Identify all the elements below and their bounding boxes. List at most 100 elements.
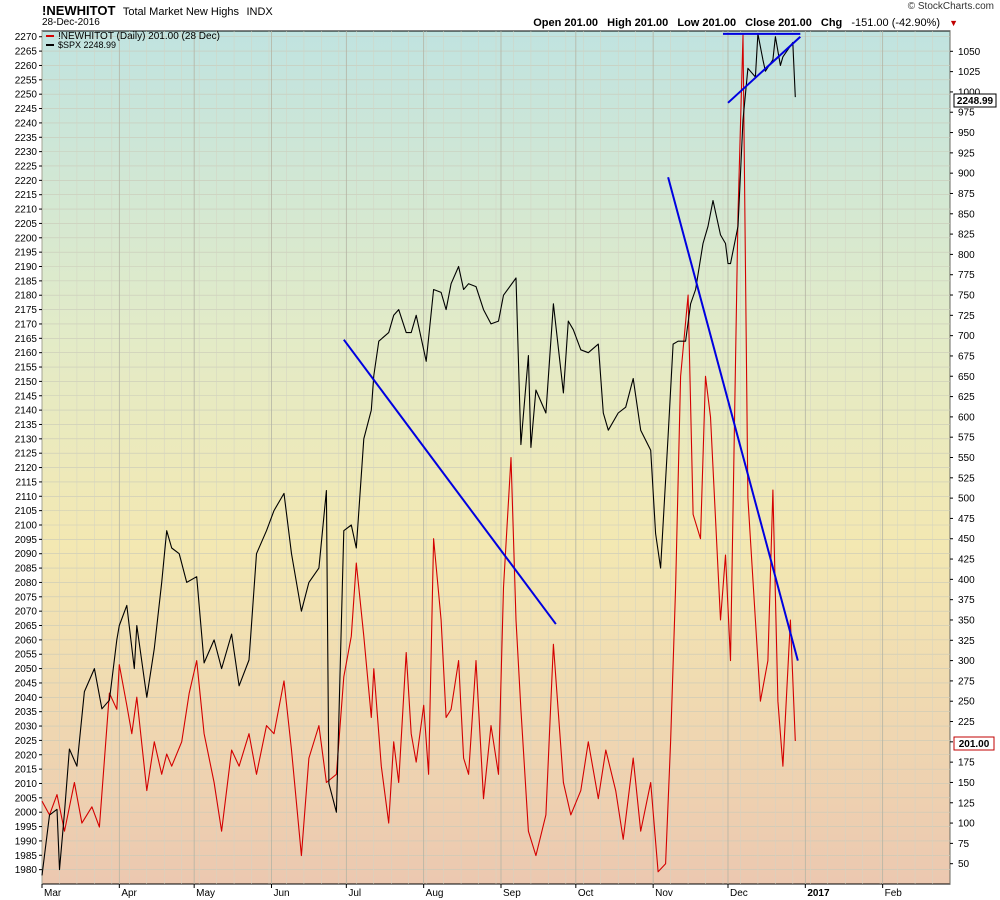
left-tick-label: 1995 — [15, 822, 38, 833]
right-tick-label: 125 — [958, 798, 975, 809]
x-tick-label: Dec — [730, 888, 748, 899]
left-tick-label: 2110 — [15, 492, 37, 503]
date-label: 28-Dec-2016 — [42, 17, 100, 28]
x-tick-label: Aug — [426, 888, 444, 899]
left-tick-label: 2180 — [15, 291, 38, 302]
x-tick-label: Nov — [655, 888, 673, 899]
left-tick-label: 2230 — [15, 147, 38, 158]
left-tick-label: 2200 — [15, 233, 38, 244]
right-tick-label: 875 — [958, 189, 975, 200]
left-tick-label: 2245 — [15, 104, 38, 115]
left-tick-label: 2075 — [15, 592, 38, 603]
right-tick-label: 50 — [958, 859, 970, 870]
left-tick-label: 2210 — [15, 205, 38, 216]
right-tick-label: 500 — [958, 494, 975, 505]
right-tick-label: 250 — [958, 697, 975, 708]
right-tick-label: 300 — [958, 656, 975, 667]
left-tick-label: 2140 — [15, 406, 38, 417]
left-tick-label: 1985 — [15, 851, 38, 862]
right-tick-label: 925 — [958, 148, 975, 159]
right-tick-label: 600 — [958, 412, 975, 423]
low-value: 201.00 — [702, 17, 737, 29]
x-tick-label: Jul — [348, 888, 361, 899]
high-label: High — [607, 17, 632, 29]
right-tick-label: 975 — [958, 108, 975, 119]
left-tick-label: 2105 — [15, 506, 38, 517]
close-value: 201.00 — [778, 17, 812, 29]
left-tick-label: 2030 — [15, 722, 38, 733]
left-tick-label: 2055 — [15, 650, 38, 661]
chg-label: Chg — [820, 17, 843, 29]
x-tick-label: Oct — [578, 888, 594, 899]
left-tick-label: 2040 — [15, 693, 38, 704]
left-tick-label: 2060 — [15, 635, 38, 646]
left-tick-label: 2085 — [15, 564, 38, 575]
right-tick-label: 625 — [958, 392, 975, 403]
trendline-3 — [727, 36, 802, 104]
right-tick-label: 775 — [958, 270, 975, 281]
left-tick-label: 2240 — [15, 118, 38, 129]
left-tick-label: 2130 — [15, 434, 38, 445]
left-tick-label: 2005 — [15, 793, 38, 804]
exchange-label: INDX — [246, 6, 273, 18]
right-tick-label: 950 — [958, 128, 975, 139]
left-tick-label: 1980 — [15, 865, 38, 876]
title-line: !NEWHITOT Total Market New Highs INDX — [42, 2, 992, 20]
legend-newhi-label: !NEWHITOT (Daily) 201.00 (28 Dec) — [58, 31, 220, 42]
spx-last-badge: 2248.99 — [953, 93, 997, 108]
left-tick-label: 2100 — [15, 520, 38, 531]
left-tick-label: 2115 — [15, 477, 37, 488]
left-tick-label: 2035 — [15, 707, 38, 718]
newhi-last-value: 201.00 — [959, 739, 990, 750]
down-triangle-icon: ▼ — [949, 18, 958, 28]
left-tick-label: 2270 — [15, 32, 38, 43]
left-tick-label: 2185 — [15, 276, 38, 287]
left-tick-label: 2090 — [15, 549, 38, 560]
grid-lines — [41, 31, 951, 884]
left-tick-label: 2165 — [15, 334, 38, 345]
right-tick-label: 100 — [958, 819, 975, 830]
left-axis: 2270 2265 2260 2255 2250 2245 2240 2235 2230 2225… — [15, 32, 42, 876]
trendline-group — [343, 32, 802, 661]
right-tick-label: 525 — [958, 473, 975, 484]
left-tick-label: 2095 — [15, 535, 38, 546]
stockcharts-watermark: © StockCharts.com — [907, 1, 994, 12]
low-label: Low — [677, 17, 700, 29]
right-tick-label: 825 — [958, 230, 975, 241]
left-tick-label: 2120 — [15, 463, 38, 474]
right-tick-label: 575 — [958, 433, 975, 444]
left-tick-label: 2020 — [15, 750, 38, 761]
chart-header: !NEWHITOT Total Market New Highs INDX 28… — [42, 2, 992, 32]
left-tick-label: 2170 — [15, 319, 38, 330]
left-tick-label: 2155 — [15, 363, 38, 374]
left-tick-label: 2080 — [15, 578, 38, 589]
symbol-label: !NEWHITOT — [42, 3, 116, 18]
description-label: Total Market New Highs — [122, 6, 240, 18]
left-tick-label: 2015 — [15, 765, 38, 776]
right-tick-label: 225 — [958, 717, 975, 728]
right-tick-label: 325 — [958, 636, 975, 647]
left-tick-label: 2050 — [15, 664, 38, 675]
right-tick-label: 450 — [958, 534, 975, 545]
right-tick-label: 75 — [958, 839, 970, 850]
chg-value: -151.00 (-42.90%) — [851, 17, 941, 29]
legend-spx-label: $SPX 2248.99 — [58, 40, 116, 50]
x-tick-label: 2017 — [807, 888, 830, 899]
legend: !NEWHITOT (Daily) 201.00 (28 Dec) $SPX 2… — [46, 31, 220, 50]
x-tick-label: Mar — [44, 888, 62, 899]
left-tick-label: 2125 — [15, 449, 38, 460]
left-tick-label: 2235 — [15, 133, 38, 144]
x-tick-label: Sep — [503, 888, 521, 899]
right-tick-label: 425 — [958, 555, 975, 566]
right-tick-label: 550 — [958, 453, 975, 464]
right-tick-label: 375 — [958, 595, 975, 606]
right-tick-label: 1050 — [958, 47, 981, 58]
right-tick-label: 1000 — [958, 87, 981, 98]
left-tick-label: 2195 — [15, 248, 38, 259]
spx-last-value: 2248.99 — [957, 96, 994, 107]
right-tick-label: 475 — [958, 514, 975, 525]
high-value: 201.00 — [634, 17, 669, 29]
right-tick-label: 800 — [958, 250, 975, 261]
left-tick-label: 2010 — [15, 779, 38, 790]
